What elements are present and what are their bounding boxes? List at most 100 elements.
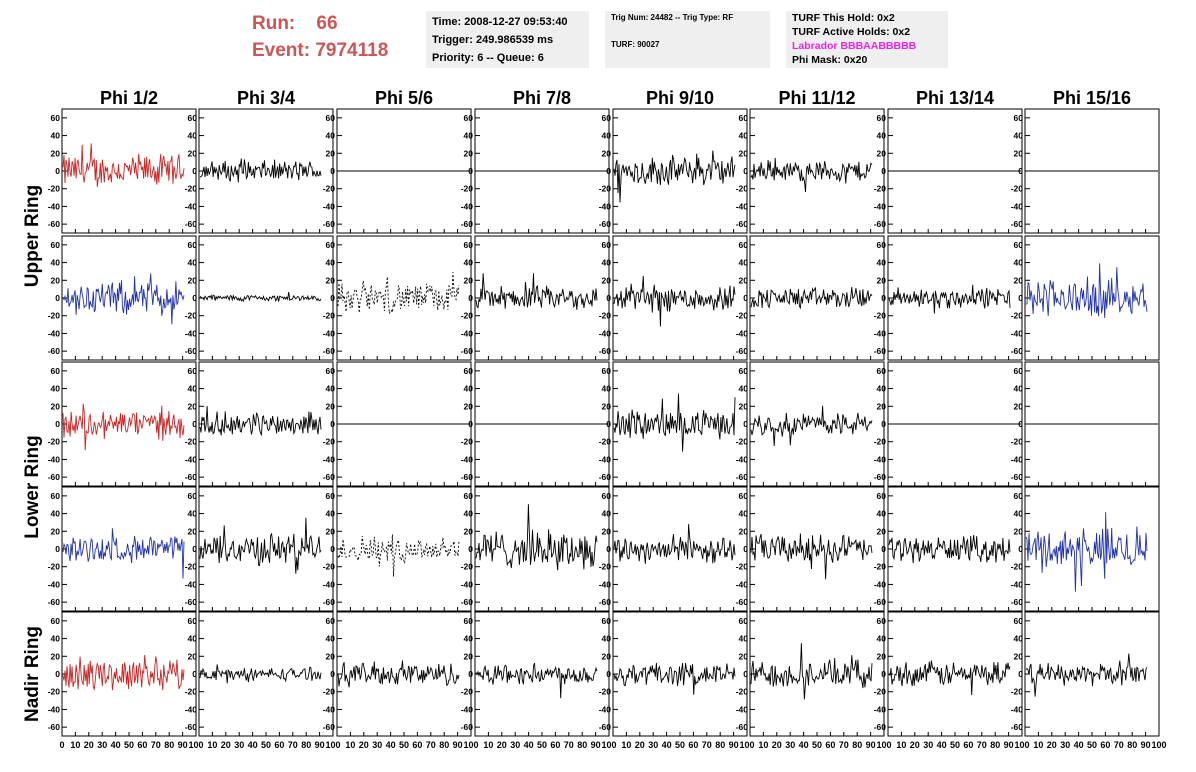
y-tick-label: -20	[48, 184, 61, 194]
y-tick-label: -40	[874, 704, 887, 714]
y-tick-label: 40	[739, 131, 749, 141]
y-tick-label: 40	[464, 384, 474, 394]
x-tick-label: 60	[412, 740, 422, 750]
y-tick-label: 60	[51, 491, 61, 501]
x-tick-label: 60	[963, 740, 973, 750]
y-tick-label: 0	[330, 544, 335, 554]
y-tick-label: 20	[602, 148, 612, 158]
y-tick-label: 60	[188, 491, 198, 501]
x-tick-label: 50	[812, 740, 822, 750]
y-tick-label: -40	[323, 579, 336, 589]
run-event-info: Run: 66 Event: 7974118	[252, 10, 388, 64]
y-tick-label: 40	[739, 258, 749, 268]
y-tick-label: 0	[1018, 166, 1023, 176]
y-tick-label: 0	[55, 166, 60, 176]
x-tick-label: 50	[950, 740, 960, 750]
panel-frame	[61, 486, 197, 612]
y-tick-label: 0	[881, 293, 886, 303]
x-tick-label: 70	[702, 740, 712, 750]
panel-frame	[749, 108, 885, 234]
x-tick-label: 90	[1141, 740, 1151, 750]
x-tick-label: 70	[151, 740, 161, 750]
y-tick-label: -20	[1011, 184, 1024, 194]
y-tick-label: 40	[1014, 258, 1024, 268]
y-tick-label: 0	[606, 166, 611, 176]
y-tick-label: 0	[468, 419, 473, 429]
y-tick-label: -60	[1011, 597, 1024, 607]
turf-hold-text: TURF This Hold: 0x2	[792, 12, 895, 24]
y-tick-label: -40	[874, 579, 887, 589]
y-tick-label: 60	[602, 366, 612, 376]
trig-num-box: Trig Num: 24482 -- Trig Type: RF TURF: 9…	[605, 11, 770, 68]
y-tick-label: -20	[1011, 687, 1024, 697]
event-value: 7974118	[315, 40, 389, 61]
y-tick-label: 20	[739, 148, 749, 158]
x-tick-label: 50	[537, 740, 547, 750]
x-tick-label: 10	[483, 740, 493, 750]
y-tick-label: -60	[736, 472, 749, 482]
y-tick-label: 40	[602, 131, 612, 141]
y-tick-label: 60	[188, 240, 198, 250]
y-tick-label: 0	[606, 669, 611, 679]
y-tick-label: 20	[602, 526, 612, 536]
y-tick-label: -60	[1011, 219, 1024, 229]
y-tick-label: -40	[736, 201, 749, 211]
y-tick-label: -40	[461, 201, 474, 211]
y-tick-label: -40	[599, 579, 612, 589]
y-tick-label: 20	[51, 401, 61, 411]
y-tick-label: 0	[1018, 669, 1023, 679]
y-tick-label: -20	[874, 437, 887, 447]
y-tick-label: 40	[739, 509, 749, 519]
y-tick-label: 40	[464, 509, 474, 519]
y-tick-label: 40	[602, 258, 612, 268]
waveform-trace	[613, 524, 736, 564]
y-tick-label: 20	[464, 401, 474, 411]
y-tick-label: -40	[1011, 704, 1024, 714]
x-tick-label: 60	[688, 740, 698, 750]
y-tick-label: -60	[185, 219, 198, 229]
run-label: Run:	[252, 13, 296, 34]
y-tick-label: -60	[48, 597, 61, 607]
panel-frame	[612, 486, 748, 612]
waveform-trace	[888, 284, 1011, 314]
y-tick-label: 20	[51, 526, 61, 536]
x-tick-label: 40	[524, 740, 534, 750]
y-tick-label: -40	[1011, 328, 1024, 338]
y-tick-label: -20	[323, 184, 336, 194]
y-tick-label: 0	[192, 166, 197, 176]
y-tick-label: 20	[188, 401, 198, 411]
y-tick-label: 0	[55, 544, 60, 554]
y-tick-label: -20	[736, 311, 749, 321]
y-tick-label: 0	[743, 293, 748, 303]
y-tick-label: 0	[743, 544, 748, 554]
y-tick-label: 60	[1014, 113, 1024, 123]
y-tick-label: 60	[464, 616, 474, 626]
x-tick-label: 80	[990, 740, 1000, 750]
x-tick-label: 40	[248, 740, 258, 750]
y-tick-label: 40	[51, 131, 61, 141]
y-tick-label: 60	[1014, 491, 1024, 501]
labrador-text: Labrador BBBAABBBBB	[792, 40, 917, 52]
y-tick-label: -60	[736, 597, 749, 607]
y-tick-label: -60	[599, 722, 612, 732]
panel-frame	[61, 108, 197, 234]
y-tick-label: 60	[188, 366, 198, 376]
y-tick-label: 60	[326, 240, 336, 250]
x-tick-label: 50	[124, 740, 134, 750]
y-tick-label: 60	[464, 491, 474, 501]
x-tick-label: 0	[59, 740, 64, 750]
y-tick-label: -60	[1011, 472, 1024, 482]
y-tick-label: 40	[739, 634, 749, 644]
y-tick-label: 60	[877, 366, 887, 376]
y-tick-label: 60	[602, 240, 612, 250]
y-tick-label: 40	[188, 258, 198, 268]
waveform-trace	[199, 517, 322, 574]
y-tick-label: 20	[464, 148, 474, 158]
y-tick-label: 40	[326, 509, 336, 519]
y-tick-label: -20	[323, 562, 336, 572]
x-tick-label: 20	[635, 740, 645, 750]
x-tick-label: 10	[1033, 740, 1043, 750]
y-tick-label: 40	[877, 258, 887, 268]
x-tick-label: 70	[564, 740, 574, 750]
x-tick-label: 10	[896, 740, 906, 750]
